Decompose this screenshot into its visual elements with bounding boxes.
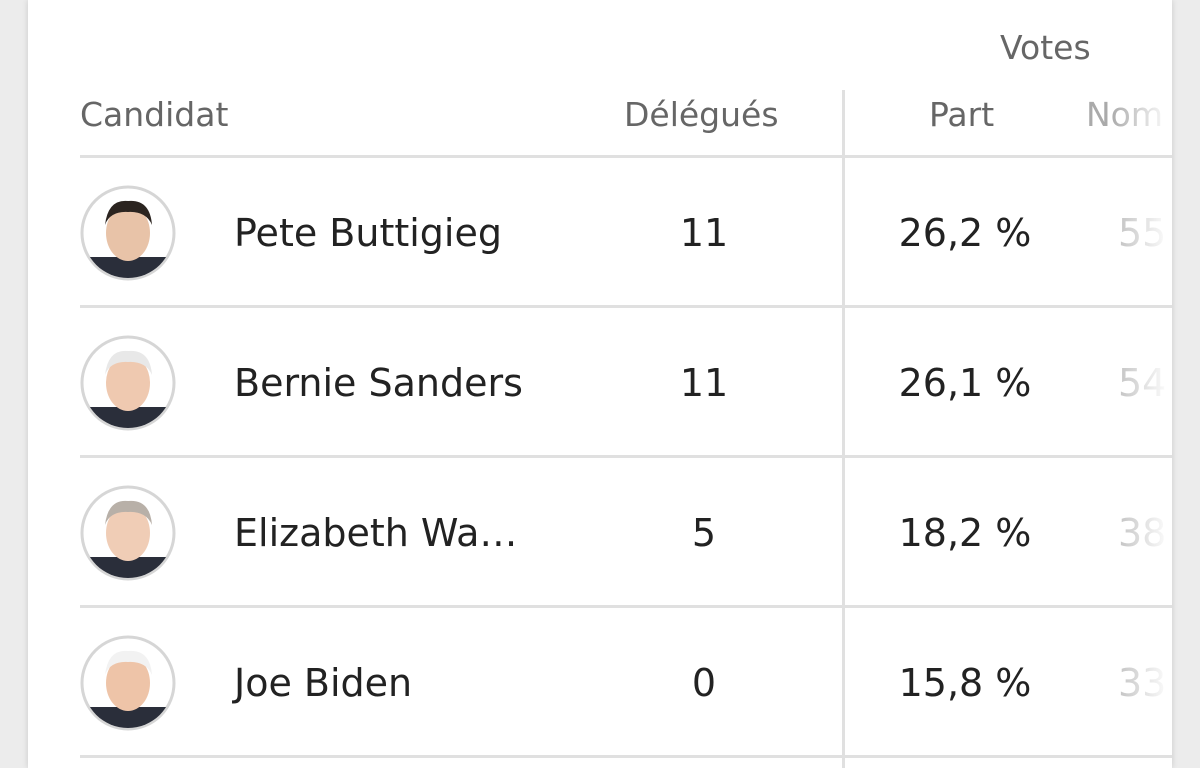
count-clip: 55 xyxy=(1086,210,1170,256)
fade xyxy=(1110,210,1170,256)
avatar xyxy=(80,185,176,281)
results-card: Votes Candidat Délégués Part Nom Pete Bu… xyxy=(28,0,1172,768)
divider xyxy=(842,90,845,768)
delegates: 5 xyxy=(691,511,717,555)
delegates: 11 xyxy=(679,361,729,405)
column-header[interactable]: Délégués xyxy=(624,95,779,134)
vote-share: 26,2 % xyxy=(898,211,1032,255)
row-separator xyxy=(80,305,1172,308)
vote-count: 33 xyxy=(1118,661,1167,705)
delegates: 11 xyxy=(679,211,729,255)
column-header[interactable]: Part xyxy=(929,95,995,134)
row-separator xyxy=(80,455,1172,458)
fade xyxy=(1110,360,1170,406)
delegates: 0 xyxy=(691,661,717,705)
vote-count: 38 xyxy=(1118,511,1167,555)
count-clip: 38 xyxy=(1086,510,1170,556)
avatar xyxy=(80,335,176,431)
row-separator xyxy=(80,755,1172,758)
vote-count: 54 xyxy=(1118,361,1167,405)
group-header: Votes xyxy=(1000,28,1091,67)
candidate-name: Bernie Sanders xyxy=(234,361,523,405)
candidate-name: Elizabeth Wa… xyxy=(234,511,518,555)
fade xyxy=(1110,660,1170,706)
vote-share: 18,2 % xyxy=(898,511,1032,555)
candidate-name: Pete Buttigieg xyxy=(234,211,502,255)
vote-share: 15,8 % xyxy=(898,661,1032,705)
avatar xyxy=(80,485,176,581)
count-clip: 33 xyxy=(1086,660,1170,706)
row-separator xyxy=(80,605,1172,608)
vote-share: 26,1 % xyxy=(898,361,1032,405)
vote-count: 55 xyxy=(1118,211,1167,255)
count-clip: 54 xyxy=(1086,360,1170,406)
fade xyxy=(1110,510,1170,556)
header-clip: Nom xyxy=(1086,95,1170,139)
candidate-name: Joe Biden xyxy=(234,661,413,705)
row-separator xyxy=(80,155,1172,158)
fade xyxy=(1110,95,1170,139)
avatar xyxy=(80,635,176,731)
column-header[interactable]: Candidat xyxy=(80,95,229,134)
